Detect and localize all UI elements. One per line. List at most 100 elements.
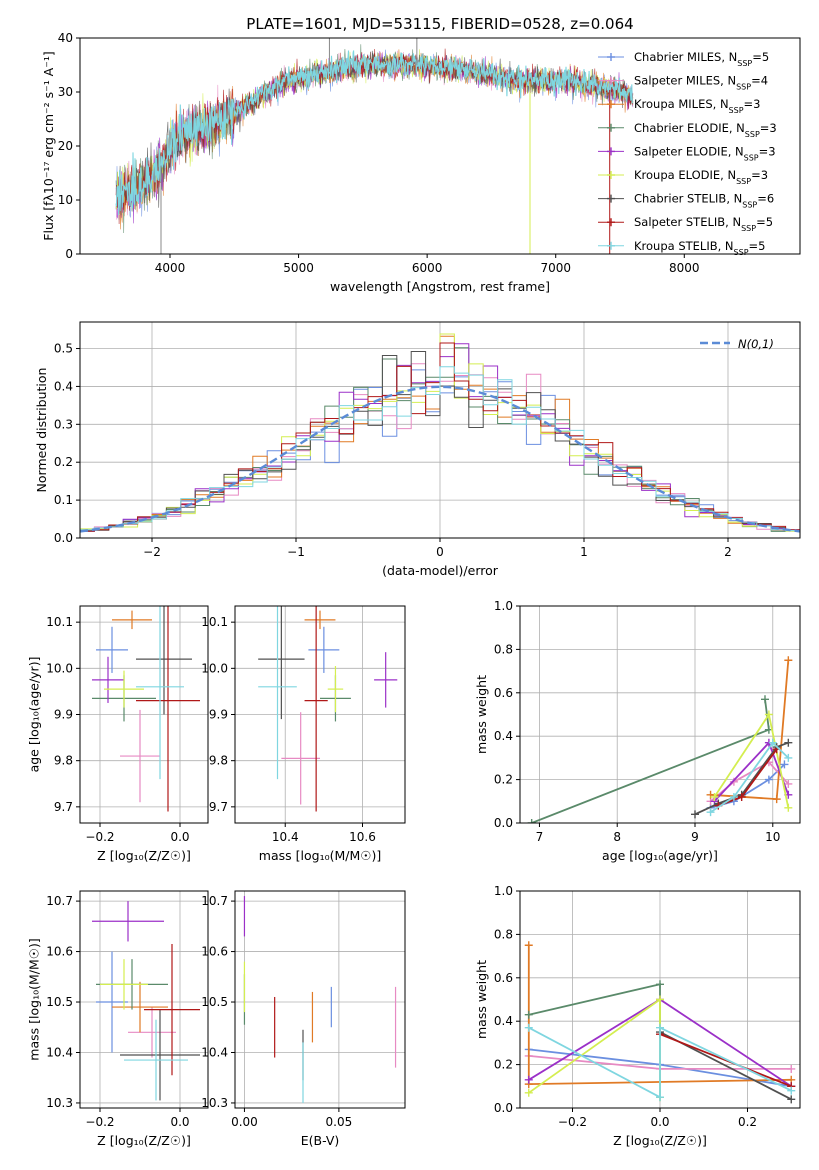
y-tick-label: 0.2 [54, 455, 73, 469]
residuals-panel: −2 −1 0 1 2 0.0 0.1 0.2 0.3 0.4 0.5 (data-model)/er… [34, 321, 801, 578]
y-tick-label: 9.8 [54, 754, 73, 768]
legend-entry: N(0,1) [738, 337, 774, 351]
legend-marker [607, 218, 615, 227]
weight-marker [524, 1088, 533, 1097]
errorbar-point [304, 610, 336, 630]
x-tick-label: 0.0 [170, 1115, 189, 1129]
x-tick-label: 0.00 [231, 1115, 258, 1129]
weight-marker [737, 792, 746, 801]
x-tick-label: −0.2 [85, 830, 114, 844]
y-tick-label: 0 [65, 247, 73, 261]
x-tick-label: 2 [724, 545, 732, 559]
weight-marker [768, 738, 777, 747]
errorbar-point [136, 606, 192, 715]
gaussian-curve [80, 385, 800, 533]
x-tick-label: 0 [436, 545, 444, 559]
weight-marker [710, 792, 719, 801]
legend-entry: Chabrier ELODIE, NSSP=3 [634, 121, 777, 139]
weight-marker [787, 1095, 796, 1104]
y-tick-label: 0.5 [54, 342, 73, 356]
weight-vs-Z-xlabel: Z [log₁₀(Z/Z☉)] [613, 1133, 707, 1148]
errorbar-point [92, 901, 164, 942]
y-tick-label: 1.0 [494, 884, 513, 898]
errorbar-point [124, 1019, 188, 1101]
x-tick-label: 7000 [540, 261, 571, 275]
legend-entry: Salpeter MILES, NSSP=4 [634, 74, 768, 92]
age-vs-Z-plot-area [92, 606, 200, 812]
errorbar-point [136, 606, 200, 812]
y-tick-label: 30 [58, 85, 73, 99]
weight-marker [761, 695, 769, 704]
errorbar-point [258, 606, 297, 780]
y-tick-label: 10.7 [46, 894, 73, 908]
weight-marker [784, 803, 793, 812]
age-vs-mass-xlabel: mass [log₁₀(M/M☉)] [259, 848, 381, 863]
errorbar-point [136, 606, 184, 780]
y-tick-label: 0.2 [494, 773, 513, 787]
legend-entry: Kroupa MILES, NSSP=3 [634, 97, 760, 115]
age-vs-mass-frame [234, 605, 406, 824]
weight-marker [524, 941, 533, 950]
residuals-ylabel: Normed distribution [34, 368, 49, 493]
weight-marker [784, 656, 793, 665]
weight-marker [527, 819, 536, 823]
y-tick-label: 9.7 [209, 800, 228, 814]
errorbar-point [327, 666, 344, 713]
errorbar-point [120, 709, 160, 803]
age-vs-Z-ylabel: age [log₁₀(age/yr)] [26, 657, 41, 773]
legend-entry: Chabrier STELIB, NSSP=6 [634, 192, 774, 210]
y-tick-label: 0.3 [54, 417, 73, 431]
y-tick-label: 0.0 [494, 816, 513, 830]
errorbar-point [281, 712, 320, 805]
legend-entry: Kroupa ELODIE, NSSP=3 [634, 168, 768, 186]
mass-vs-Z-panel: −0.2 0.0 10.3 10.4 10.5 10.6 10.7 Z [log₁₀(Z/Z☉… [26, 890, 209, 1148]
x-tick-label: 10.6 [349, 830, 376, 844]
age-vs-mass-plot-area [258, 606, 398, 812]
x-tick-label: −0.2 [85, 1115, 114, 1129]
y-tick-label: 0.1 [54, 493, 73, 507]
y-tick-label: 0.0 [54, 531, 73, 545]
mass-vs-ebv-frame [234, 890, 406, 1109]
errorbar-point [258, 606, 305, 720]
spectrum-panel: 4000 5000 6000 7000 8000 0 10 20 30 40 wavelength … [41, 31, 801, 294]
x-tick-label: 7 [536, 830, 544, 844]
errorbar-point [96, 626, 128, 673]
weight-marker [772, 795, 781, 804]
y-tick-label: 0.8 [494, 927, 513, 941]
x-tick-label: 4000 [155, 261, 186, 275]
x-tick-label: −2 [143, 545, 161, 559]
mass-vs-ebv-panel: 0.00 0.05 10.3 10.4 10.5 10.6 10.7 E(B-V) [201, 890, 406, 1148]
weight-marker [656, 995, 664, 1004]
y-tick-label: 9.8 [209, 754, 228, 768]
weight-vs-Z-plot-area [524, 941, 796, 1104]
y-tick-label: 10.3 [201, 1096, 228, 1110]
x-tick-label: 6000 [412, 261, 443, 275]
y-tick-label: 0.6 [494, 686, 513, 700]
legend-entry: Salpeter STELIB, NSSP=5 [634, 215, 773, 233]
y-tick-label: 10.6 [201, 945, 228, 959]
weight-marker [784, 738, 793, 747]
weight-vs-age-ylabel: mass weight [474, 675, 489, 754]
errorbar-point [96, 951, 128, 1053]
y-tick-label: 0.8 [494, 642, 513, 656]
errorbar-point [92, 656, 124, 703]
mass-vs-ebv-xlabel: E(B-V) [301, 1133, 340, 1148]
x-tick-label: 0.2 [738, 1115, 757, 1129]
weight-marker [787, 1064, 796, 1073]
weight-series-7 [659, 1033, 792, 1088]
weight-vs-age-plot-area [527, 656, 793, 823]
mass-vs-Z-xlabel: Z [log₁₀(Z/Z☉)] [97, 1133, 191, 1148]
weight-marker [780, 760, 789, 769]
spectrum-frame [79, 37, 801, 255]
weight-marker [784, 779, 793, 788]
legend-marker [607, 123, 615, 132]
weight-vs-age-frame [519, 605, 801, 824]
x-tick-label: 8 [613, 830, 621, 844]
y-tick-label: 10.5 [201, 995, 228, 1009]
y-tick-label: 10 [58, 193, 73, 207]
errorbar-point [374, 652, 398, 708]
y-tick-label: 10.4 [201, 1045, 228, 1059]
x-tick-label: −0.2 [558, 1115, 587, 1129]
weight-vs-age-panel: 7 8 9 10 0.0 0.2 0.4 0.6 0.8 1.0 age [log₁₀(age/yr… [474, 599, 801, 863]
y-tick-label: 9.9 [54, 708, 73, 722]
